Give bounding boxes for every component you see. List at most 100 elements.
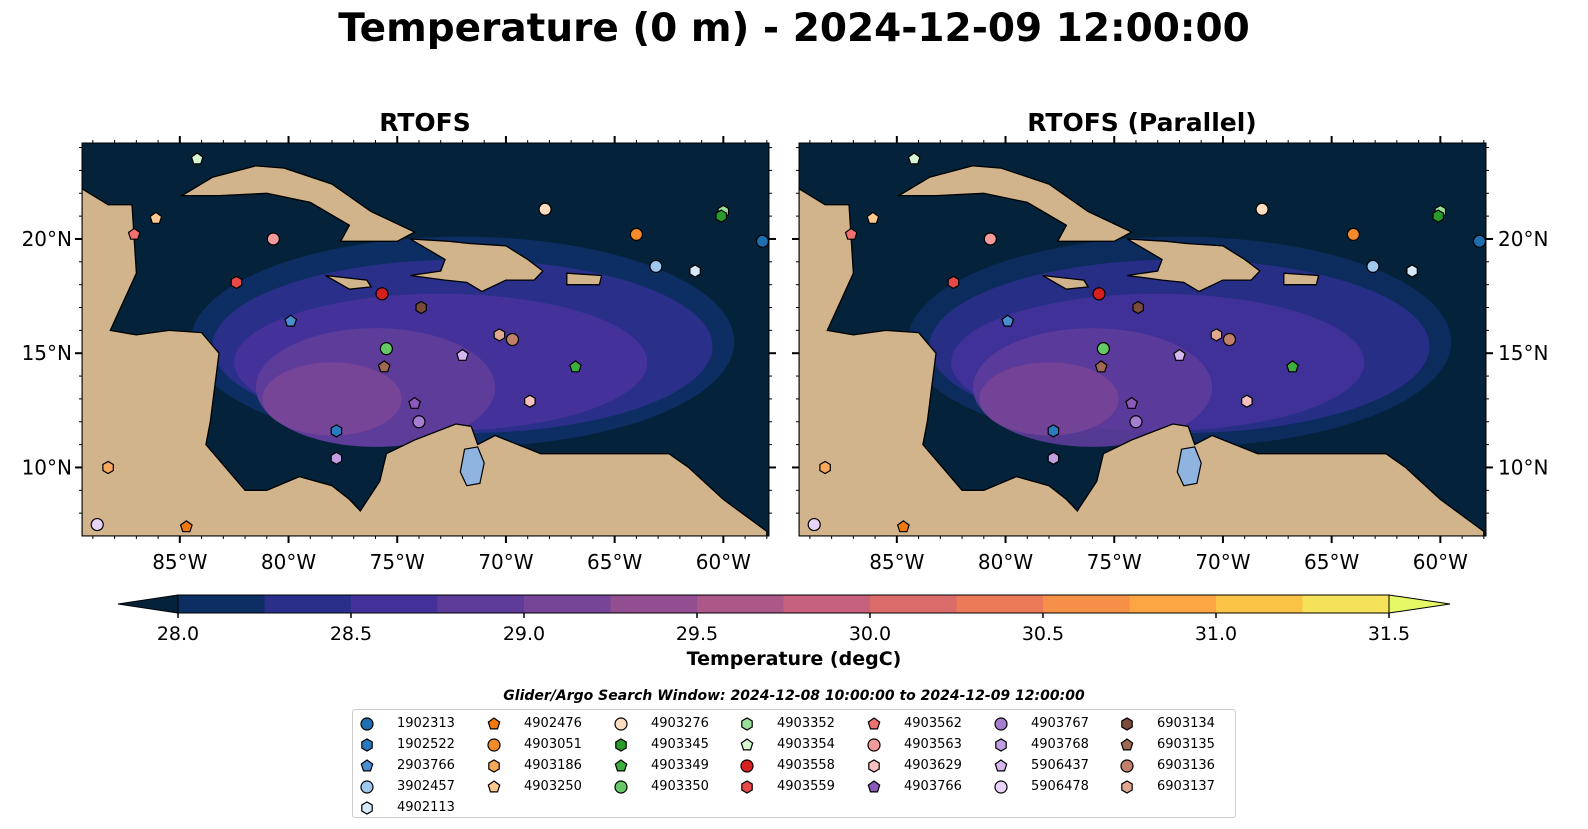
- legend-marker-swatch: [740, 759, 754, 773]
- circle-marker-icon: [994, 780, 1008, 794]
- colorbar-swatch: [1302, 595, 1390, 613]
- colorbar-swatch: [1043, 595, 1130, 613]
- legend-label: 4902113: [397, 800, 455, 815]
- land-mass: [325, 274, 373, 290]
- legend-label: 5906478: [1031, 779, 1089, 794]
- legend-label: 4903051: [524, 737, 582, 752]
- hexagon-marker-icon: [361, 801, 373, 815]
- colorbar-swatch: [437, 595, 525, 613]
- land-mass: [179, 165, 417, 242]
- legend-item: 4903562: [860, 713, 962, 734]
- circle-marker-icon: [614, 717, 628, 731]
- colorbar-tick-label: 28.0: [157, 623, 199, 645]
- legend-item: 4903629: [860, 755, 962, 776]
- float-marker: [505, 332, 520, 347]
- legend-marker-swatch: [994, 717, 1008, 731]
- colorbar-swatch: [870, 595, 957, 613]
- hexagon-marker-icon: [995, 738, 1007, 752]
- legend-marker-swatch: [995, 738, 1007, 752]
- float-marker: [569, 360, 582, 373]
- panel-frame: [81, 142, 770, 537]
- colorbar-tick-label: 29.0: [503, 623, 545, 645]
- lat-tick-label: 10°N: [22, 455, 72, 479]
- legend-marker-swatch: [360, 780, 374, 794]
- float-marker: [1241, 394, 1253, 408]
- float-marker: [983, 232, 997, 246]
- hexagon-marker-icon: [1121, 717, 1133, 731]
- float-marker: [755, 234, 769, 248]
- legend-item: 4902113: [353, 797, 455, 818]
- legend-item: 4903186: [480, 755, 582, 776]
- legend-item: 4903558: [733, 755, 835, 776]
- float-marker: [149, 211, 163, 224]
- legend-label: 4903354: [777, 737, 835, 752]
- pentagon-marker-icon: [867, 780, 881, 793]
- search-window-text: Glider/Argo Search Window: 2024-12-08 10…: [503, 688, 1085, 704]
- hexagon-marker-icon: [1121, 780, 1133, 794]
- float-marker: [102, 460, 114, 475]
- float-marker: [493, 328, 506, 342]
- colorbar-swatch: [697, 595, 784, 613]
- legend-item: 4903354: [733, 734, 835, 755]
- legend-label: 6903136: [1157, 758, 1215, 773]
- colorbar-tick-label: 30.5: [1022, 623, 1064, 645]
- land-mass: [1283, 272, 1320, 286]
- legend-marker-swatch: [867, 717, 881, 730]
- legend-label: 4903250: [524, 779, 582, 794]
- hexagon-marker-icon: [741, 717, 753, 731]
- legend-column: 4903767 4903768 5906437 5906478: [987, 713, 1089, 797]
- legend-item: 6903137: [1113, 776, 1215, 797]
- legend-label: 4903350: [651, 779, 709, 794]
- float-marker: [1092, 287, 1106, 301]
- float-marker: [1094, 360, 1108, 373]
- legend-marker-swatch: [614, 759, 628, 772]
- float-marker: [90, 517, 104, 532]
- colorbar-swatch: [610, 595, 698, 613]
- legend-marker-swatch: [740, 738, 754, 751]
- colorbar-swatch: [783, 595, 871, 613]
- land-mass: [799, 187, 1485, 536]
- pentagon-marker-icon: [614, 759, 628, 772]
- legend-label: 4903767: [1031, 716, 1089, 731]
- legend-marker-swatch: [741, 780, 753, 794]
- legend-label: 4903768: [1031, 737, 1089, 752]
- legend-label: 3902457: [397, 779, 455, 794]
- float-marker: [807, 517, 821, 532]
- legend-marker-swatch: [487, 738, 501, 752]
- lon-tick-label: 85°W: [869, 550, 924, 574]
- circle-marker-icon: [1120, 759, 1134, 773]
- pentagon-marker-icon: [867, 717, 881, 730]
- lon-tick-label: 80°W: [978, 550, 1033, 574]
- land-mass: [1042, 274, 1090, 290]
- float-marker: [649, 259, 663, 273]
- legend-item: 6903136: [1113, 755, 1215, 776]
- legend-label: 4903562: [904, 716, 962, 731]
- legend-label: 4903559: [777, 779, 835, 794]
- land-mass: [82, 187, 768, 536]
- float-marker: [179, 520, 193, 533]
- legend-item: 4903563: [860, 734, 962, 755]
- circle-marker-icon: [360, 717, 374, 731]
- float-marker: [412, 415, 426, 429]
- legend-label: 6903135: [1157, 737, 1215, 752]
- legend-label: 4903186: [524, 758, 582, 773]
- legend-column: 4903562 4903563 4903629 4903766: [860, 713, 962, 797]
- land-mass: [1126, 238, 1261, 293]
- map-panel-rtofs: 85°W 80°W 75°W 70°W 65°W 60°W 20°N 15°N 10°N: [22, 136, 776, 574]
- float-marker: [1129, 415, 1143, 429]
- lake: [1176, 446, 1202, 487]
- float-marker: [1125, 396, 1139, 409]
- land-mass: [409, 238, 544, 293]
- legend-column: 6903134 6903135 6903136 6903137: [1113, 713, 1215, 797]
- float-marker: [538, 202, 552, 216]
- float-marker: [1472, 234, 1486, 248]
- legend-label: 2903766: [397, 758, 455, 773]
- pentagon-marker-icon: [360, 759, 374, 772]
- legend-marker-swatch: [994, 780, 1008, 794]
- lat-tick-label: 20°N: [22, 227, 72, 251]
- legend-marker-swatch: [360, 759, 374, 772]
- legend-label: 5906437: [1031, 758, 1089, 773]
- float-marker: [1047, 424, 1060, 438]
- float-marker: [715, 209, 727, 223]
- legend-column: 4902476 4903051 4903186 4903250: [480, 713, 582, 797]
